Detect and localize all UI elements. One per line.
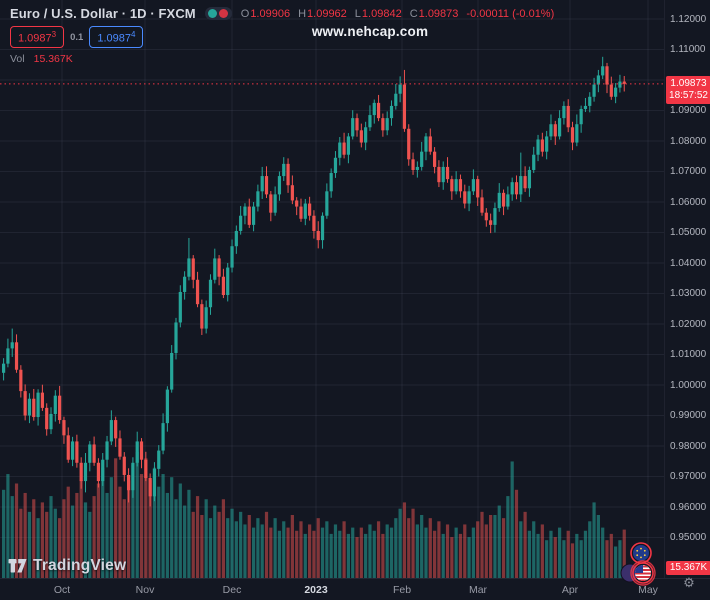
eu-flag-event-icon[interactable] [630,542,652,564]
price-axis-label: 1.03000 [670,288,707,299]
time-axis-label-mar: Mar [468,584,488,596]
time-axis-label-oct: Oct [53,584,71,596]
open-value: 1.09906 [250,7,291,20]
close-value: 1.09873 [418,7,459,20]
price-axis-label: 0.98000 [670,440,707,452]
time-axis-label-nov: Nov [135,584,155,596]
volume-readout: Vol 15.367K [10,53,554,65]
ohlc-readout: O1.09906 H1.09962 L1.09842 C1.09873 -0.0… [241,8,555,20]
spread-value: 0.1 [70,31,84,43]
volume-value: 15.367K [33,53,73,65]
current-volume-tag: 15.367K [666,561,710,575]
high-key: H [298,7,307,20]
open-market-dot-icon [207,9,217,18]
event-markers [620,542,656,586]
time-axis-label-dec: Dec [222,584,242,596]
price-axis-label: 1.04000 [670,257,707,269]
symbol-title[interactable]: Euro / U.S. Dollar · 1D · FXCM [10,6,196,21]
price-axis[interactable]: 1.09873 18:57:52 15.367K 1.12000 1.11000 1… [664,0,710,578]
time-axis[interactable]: Oct Nov Dec 2023 Feb Mar Apr May [0,578,710,600]
us-flag-event-icon[interactable] [620,560,656,586]
watermark: www.nehcap.com [311,24,429,39]
volume-label: Vol [10,53,25,65]
price-axis-label: 1.00000 [670,379,707,391]
low-value: 1.09842 [361,7,402,20]
chart-canvas[interactable]: www.nehcap.com [0,0,664,578]
market-status-toggle[interactable] [204,7,232,20]
buy-button[interactable]: 1.09874 [89,25,144,49]
high-value: 1.09962 [307,7,347,20]
price-axis-label: 0.96000 [670,501,707,513]
candles-layer [2,56,626,507]
close-key: C [409,7,418,20]
price-axis-label: 1.09000 [670,105,707,116]
price-axis-label: 1.02000 [670,318,707,330]
current-price: 1.09873 [670,77,707,89]
change-value: -0.00011 (-0.01%) [466,7,555,20]
price-axis-label: 1.12000 [670,13,707,25]
price-axis-label: 1.11000 [670,44,706,55]
price-axis-label: 1.08000 [670,135,707,147]
tradingview-logo-icon [8,559,27,573]
closed-market-dot-icon [218,9,228,18]
countdown-timer: 18:57:52 [669,89,708,101]
open-key: O [240,7,250,20]
time-axis-label-2023: 2023 [304,584,328,596]
price-axis-label: 1.05000 [670,227,707,238]
tradingview-logo[interactable]: TradingView [8,556,126,575]
timezone-settings-gear-icon[interactable]: ⚙ [683,575,695,590]
price-axis-label: 0.95000 [670,532,707,543]
price-axis-label: 1.01000 [670,349,707,360]
candlestick-chart [0,0,664,578]
current-price-tag: 1.09873 18:57:52 [666,75,710,104]
price-axis-label: 1.06000 [670,196,707,208]
volume-layer [2,452,626,578]
time-axis-label-apr: Apr [561,584,579,596]
sell-button[interactable]: 1.09873 [10,25,65,49]
price-axis-label: 0.99000 [670,410,707,421]
price-axis-label: 1.07000 [670,166,707,177]
time-axis-label-may: May [638,584,658,596]
chart-header: Euro / U.S. Dollar · 1D · FXCM O1.09906 … [10,5,554,65]
price-axis-label: 0.97000 [670,471,707,482]
time-axis-label-feb: Feb [392,584,412,596]
tradingview-logo-text: TradingView [33,556,127,574]
low-key: L [354,7,361,20]
